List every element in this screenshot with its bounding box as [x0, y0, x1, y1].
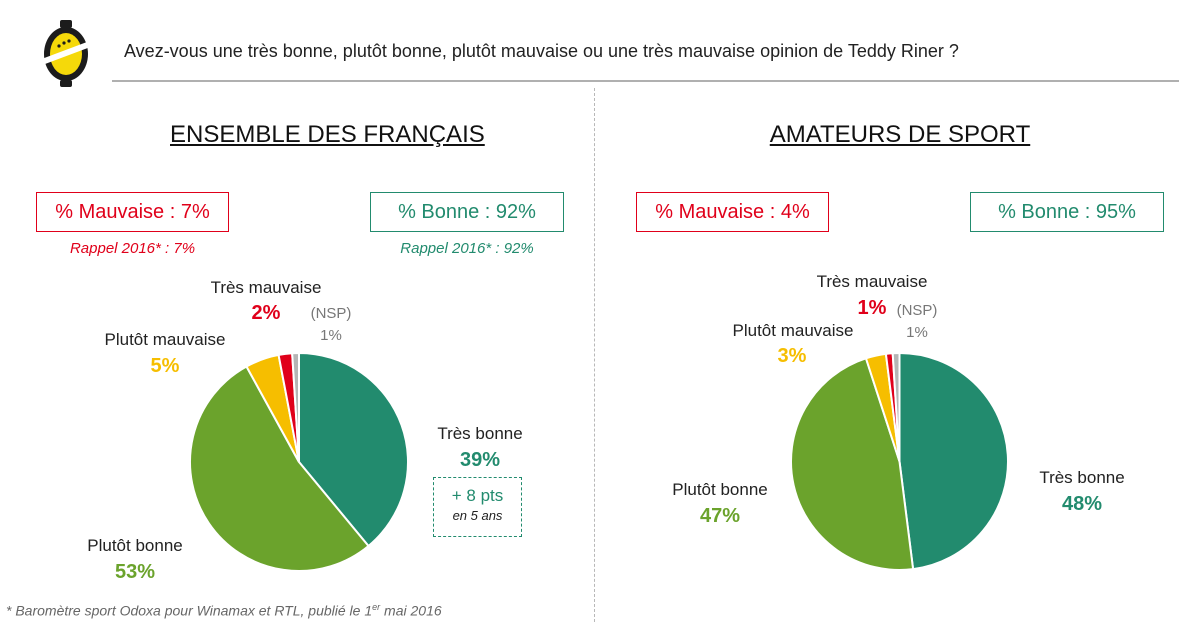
label-tres-mauvaise-sport: Très mauvaise — [816, 272, 928, 291]
odoxa-logo — [40, 20, 92, 87]
evolution-value: + 8 pts — [451, 486, 504, 505]
mauvaise-total-box-sport: % Mauvaise : 4% — [636, 192, 829, 232]
value-tres-bonne: 39% — [459, 449, 501, 471]
label-tres-mauvaise: Très mauvaise — [210, 278, 322, 297]
pie-chart-amateurs — [790, 351, 1009, 571]
value-tres-mauvaise: 2% — [251, 302, 281, 324]
panel-divider — [594, 88, 595, 622]
value-nsp: 1% — [320, 327, 342, 344]
header-divider — [112, 80, 1179, 82]
footnote: * Baromètre sport Odoxa pour Winamax et … — [6, 602, 442, 619]
survey-question: Avez-vous une très bonne, plutôt bonne, … — [124, 41, 959, 61]
pie-slice-nsp — [891, 351, 901, 462]
value-tres-bonne-sport: 48% — [1061, 493, 1103, 515]
label-plutot-bonne-sport: Plutôt bonne — [672, 480, 768, 499]
rappel-bonne: Rappel 2016* : 92% — [400, 240, 534, 257]
pie-slice-nsp — [291, 351, 300, 463]
label-tres-bonne: Très bonne — [437, 424, 523, 443]
bonne-total-box-sport: % Bonne : 95% — [970, 192, 1164, 232]
pie-slice-plutot-bonne — [189, 365, 370, 572]
pie-slice-tres-bonne — [298, 351, 409, 548]
evolution-period: en 5 ans — [452, 508, 503, 523]
footnote-sup: er — [372, 602, 381, 612]
pie-slice-tres-bonne — [898, 351, 1009, 571]
value-nsp-sport: 1% — [906, 324, 928, 341]
label-nsp: (NSP) — [310, 305, 352, 322]
value-plutot-bonne: 53% — [114, 561, 156, 583]
label-plutot-bonne: Plutôt bonne — [87, 536, 183, 555]
footnote-text: * Baromètre sport Odoxa pour Winamax et … — [6, 602, 373, 619]
mauvaise-total-box: % Mauvaise : 7% — [36, 192, 229, 232]
label-tres-bonne-sport: Très bonne — [1039, 468, 1125, 487]
pie-chart-ensemble — [189, 351, 409, 572]
label-plutot-mauvaise-sport: Plutôt mauvaise — [732, 321, 854, 340]
value-plutot-mauvaise-sport: 3% — [777, 345, 807, 367]
label-plutot-mauvaise: Plutôt mauvaise — [104, 330, 226, 349]
value-tres-mauvaise-sport: 1% — [857, 297, 887, 319]
label-nsp-sport: (NSP) — [896, 302, 938, 319]
panel-title-amateurs: AMATEURS DE SPORT — [769, 121, 1031, 148]
bonne-total-box: % Bonne : 92% — [370, 192, 564, 232]
value-plutot-bonne-sport: 47% — [699, 505, 741, 527]
rappel-mauvaise: Rappel 2016* : 7% — [69, 240, 196, 257]
panel-title-ensemble: ENSEMBLE DES FRANÇAIS — [170, 121, 485, 148]
value-plutot-mauvaise: 5% — [150, 355, 180, 377]
evolution-box: + 8 pts en 5 ans — [433, 477, 522, 537]
footnote-end: mai 2016 — [380, 602, 442, 619]
